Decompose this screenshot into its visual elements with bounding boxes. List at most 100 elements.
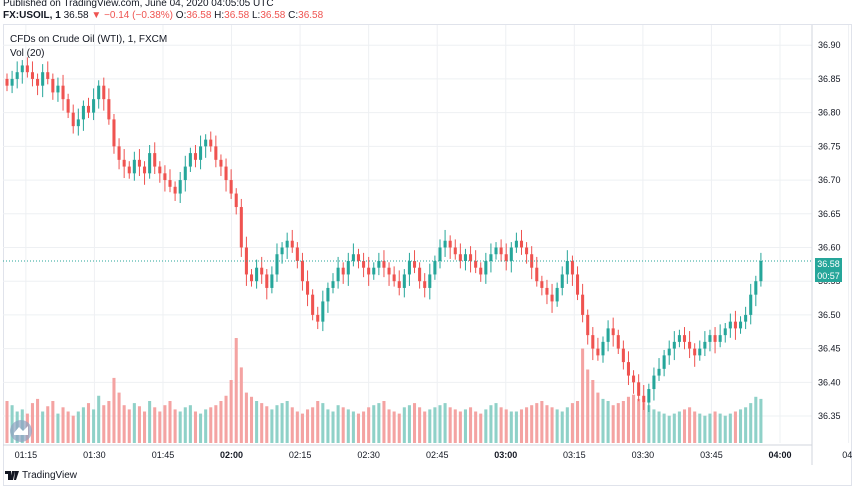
volume-bar xyxy=(621,401,625,443)
volume-bar xyxy=(616,403,620,443)
volume-bar xyxy=(351,411,355,443)
candle-body xyxy=(367,267,371,275)
candle-body xyxy=(15,72,19,79)
candle-body xyxy=(667,348,671,356)
candle-body xyxy=(86,105,91,113)
volume-bar xyxy=(86,403,91,443)
candle-body xyxy=(336,267,340,282)
volume-bar xyxy=(754,396,758,443)
volume-bar xyxy=(234,338,238,443)
candle-body xyxy=(575,274,580,295)
y-tick-label: 36.70 xyxy=(818,175,841,185)
volume-bar xyxy=(418,407,422,443)
volume-bar xyxy=(51,401,55,443)
volume-bar xyxy=(484,409,488,443)
candle-body xyxy=(204,139,208,147)
candle-body xyxy=(499,247,503,255)
candle-body xyxy=(509,247,513,261)
candle-body xyxy=(662,355,666,369)
candle-body xyxy=(621,348,625,363)
y-tick-label: 36.35 xyxy=(818,411,841,421)
candle-body xyxy=(555,287,559,302)
volume-bar xyxy=(46,406,50,443)
volume-bar xyxy=(601,398,605,443)
published-info: Published on TradingView.com, June 04, 2… xyxy=(3,0,274,9)
x-tick-label: 04: xyxy=(842,450,852,460)
volume-bar xyxy=(402,407,406,443)
candle-body xyxy=(270,274,274,288)
candle-body xyxy=(158,166,162,174)
y-tick-label: 36.60 xyxy=(818,242,841,252)
x-tick-label: 03:45 xyxy=(700,450,723,460)
volume-bar xyxy=(290,407,294,443)
candle-body xyxy=(749,294,753,315)
volume-bar xyxy=(428,409,432,443)
candle-body xyxy=(392,274,396,282)
candle-body xyxy=(652,375,656,390)
candle-body xyxy=(214,146,218,160)
candle-body xyxy=(356,254,361,261)
close-value: 36.58 xyxy=(298,10,324,21)
volume-bar xyxy=(728,413,732,443)
tradingview-logo[interactable]: TradingView xyxy=(5,470,77,481)
candle-body xyxy=(285,240,289,248)
candle-body xyxy=(102,85,106,100)
candle-body xyxy=(739,321,743,329)
x-tick-label: 01:45 xyxy=(152,450,175,460)
x-tick-label: 03:15 xyxy=(563,450,586,460)
price-change: ▼ −0.14 (−0.38%) xyxy=(91,10,174,21)
candle-body xyxy=(397,281,401,288)
candle-body xyxy=(535,267,539,282)
candle-body xyxy=(112,119,116,147)
low-value: 36.58 xyxy=(260,10,286,21)
volume-bar xyxy=(183,407,187,443)
last-price-tag: 36.58 xyxy=(815,258,842,270)
candle-body xyxy=(626,362,630,376)
candle-body xyxy=(632,375,636,383)
volume-bar xyxy=(362,411,366,443)
candle-body xyxy=(265,274,269,288)
volume-bar xyxy=(438,405,442,443)
volume-bar xyxy=(10,405,14,443)
candle-body xyxy=(586,314,590,336)
candle-body xyxy=(61,85,65,100)
volume-bar xyxy=(137,406,141,443)
volume-bar xyxy=(229,380,233,443)
candle-body xyxy=(402,274,406,288)
candle-body xyxy=(677,335,681,342)
x-tick-label: 03:30 xyxy=(632,450,655,460)
candle-body xyxy=(407,260,411,275)
volume-bar xyxy=(708,413,712,443)
candle-body xyxy=(234,193,238,208)
brand-label: TradingView xyxy=(22,470,78,481)
x-tick-label: 04:00 xyxy=(768,450,791,460)
tradingview-logo-icon xyxy=(5,470,19,480)
candle-body xyxy=(744,314,748,322)
y-tick-label: 36.40 xyxy=(818,377,841,387)
candle-body xyxy=(372,267,376,275)
volume-bar xyxy=(519,409,524,443)
candle-body xyxy=(484,260,488,275)
volume-bar xyxy=(255,401,259,443)
volume-bar xyxy=(407,405,411,443)
volume-bar xyxy=(581,348,585,443)
candle-body xyxy=(122,159,126,167)
volume-bar xyxy=(647,405,651,443)
candle-body xyxy=(387,267,391,275)
volume-bar xyxy=(127,409,131,443)
candle-body xyxy=(132,159,136,174)
candle-body xyxy=(412,260,417,268)
candle-body xyxy=(688,341,692,349)
volume-bar xyxy=(606,401,610,443)
volume-bar xyxy=(193,411,198,443)
candle-body xyxy=(672,341,676,349)
x-tick-label: 02:30 xyxy=(357,450,380,460)
candle-body xyxy=(306,281,310,295)
volume-bar xyxy=(41,411,45,443)
candle-body xyxy=(137,159,141,167)
candle-body xyxy=(199,146,203,160)
volume-bar xyxy=(117,392,121,443)
volume-bar xyxy=(132,403,136,443)
volume-bar xyxy=(535,403,539,443)
